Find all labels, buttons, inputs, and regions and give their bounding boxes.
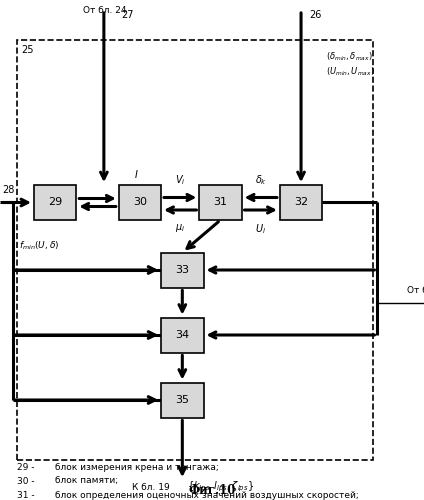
Bar (34, 185, 76, 220)
Bar (161, 318, 204, 352)
Text: 31: 31 (213, 198, 228, 207)
Text: $\mu_i$: $\mu_i$ (175, 222, 185, 234)
Text: $f_{min}(U,\delta)$: $f_{min}(U,\delta)$ (19, 240, 59, 252)
Text: 29 -: 29 - (17, 462, 34, 471)
Text: 30 -: 30 - (17, 476, 35, 486)
Text: 29: 29 (48, 198, 62, 207)
Text: 35: 35 (175, 395, 190, 405)
Bar (161, 382, 204, 418)
Text: 31 -: 31 - (17, 490, 35, 500)
Text: 27: 27 (121, 10, 133, 20)
Text: Фиг.10: Фиг.10 (188, 484, 236, 498)
Bar (17, 40, 373, 460)
Text: $\{k_{lps},l_{lps},\zeta_{lps}\}$: $\{k_{lps},l_{lps},\zeta_{lps}\}$ (187, 480, 254, 494)
Text: 26: 26 (310, 10, 322, 20)
Text: блок памяти;: блок памяти; (55, 476, 118, 486)
Text: От бл. 1: От бл. 1 (407, 286, 424, 295)
Text: $U_l$: $U_l$ (255, 222, 266, 236)
Bar (161, 252, 204, 288)
Bar (199, 185, 242, 220)
Text: От бл. 24: От бл. 24 (83, 6, 126, 15)
Text: $(U_{min},U_{max})$: $(U_{min},U_{max})$ (326, 65, 375, 78)
Text: 30: 30 (133, 198, 147, 207)
Text: $V_i$: $V_i$ (175, 174, 185, 188)
Text: блок измерения крена и тангажа;: блок измерения крена и тангажа; (55, 462, 219, 471)
Text: блок определения оценочных значений воздушных скоростей;: блок определения оценочных значений возд… (55, 490, 359, 500)
Text: $(\delta_{min},\delta_{max})$: $(\delta_{min},\delta_{max})$ (326, 50, 373, 62)
Text: К бл. 19: К бл. 19 (132, 482, 170, 492)
Text: 34: 34 (175, 330, 190, 340)
Text: 33: 33 (175, 265, 190, 275)
Text: I: I (134, 170, 137, 180)
Bar (119, 185, 161, 220)
Text: 25: 25 (21, 45, 33, 55)
Text: $\delta_k$: $\delta_k$ (255, 174, 267, 188)
Text: 28: 28 (2, 185, 14, 195)
Bar (280, 185, 322, 220)
Text: 32: 32 (294, 198, 308, 207)
